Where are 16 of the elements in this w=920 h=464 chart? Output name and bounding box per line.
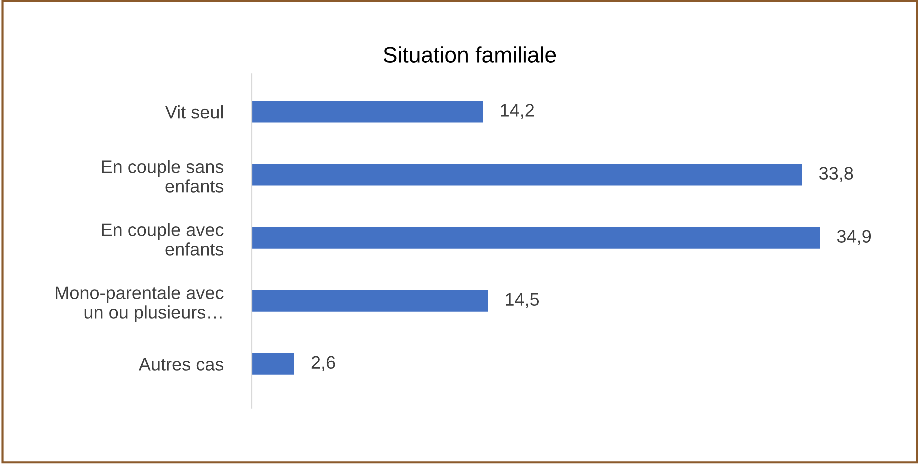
data-label: 14,2 <box>501 104 534 120</box>
bar <box>252 101 484 123</box>
data-label: 33,8 <box>820 167 854 182</box>
data-label: 34,9 <box>837 230 872 246</box>
y-tick-label: Mono-parentale avec un ou plusieurs… <box>56 286 224 322</box>
bar <box>252 164 802 186</box>
data-label: 2,6 <box>312 356 336 372</box>
y-tick-label: Autres cas <box>138 358 224 371</box>
chart-title: Situation familiale <box>384 46 556 63</box>
bar <box>252 290 488 312</box>
y-tick-label: Vit seul <box>165 106 224 119</box>
bar <box>252 227 820 249</box>
data-label: 14,5 <box>506 293 540 308</box>
bar <box>252 353 294 375</box>
y-tick-label: En couple sans enfants <box>102 160 224 193</box>
y-tick-label: En couple avec enfants <box>102 223 224 256</box>
